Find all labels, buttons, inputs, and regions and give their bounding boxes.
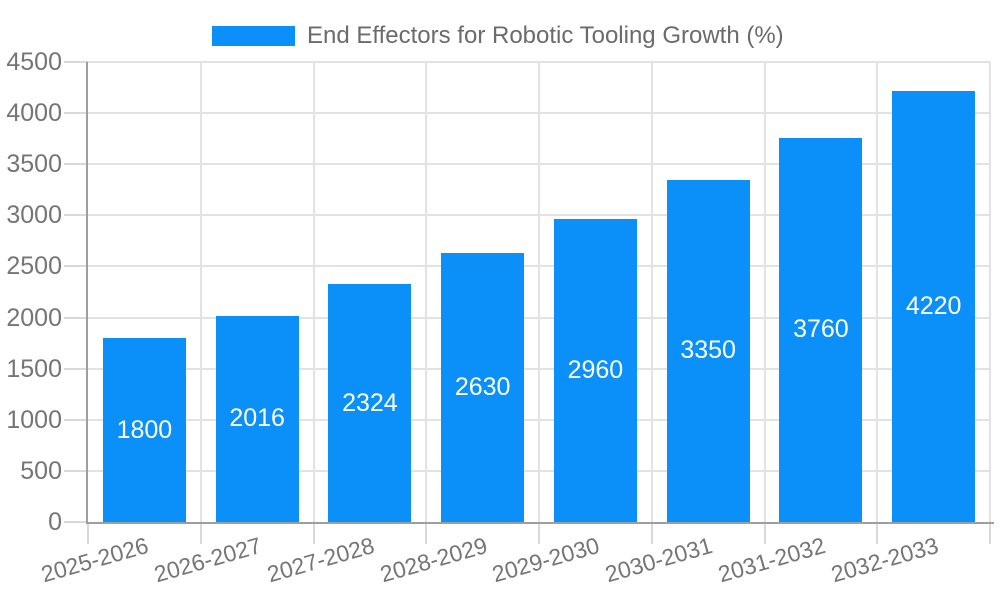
x-tick-mark bbox=[425, 524, 428, 544]
y-tick-mark bbox=[64, 61, 88, 63]
y-axis-tick-label: 3500 bbox=[6, 150, 62, 179]
x-tick-mark bbox=[650, 524, 653, 544]
y-axis-tick-label: 4500 bbox=[6, 48, 62, 76]
gridline-vertical bbox=[876, 62, 879, 522]
bar-value-label: 2324 bbox=[342, 388, 398, 417]
y-tick-mark bbox=[64, 265, 88, 268]
x-tick-mark bbox=[876, 524, 879, 544]
y-tick-mark bbox=[64, 112, 88, 115]
y-tick-mark bbox=[64, 418, 88, 421]
gridline-vertical bbox=[650, 62, 653, 522]
bar-value-label: 2960 bbox=[567, 356, 624, 385]
gridline-vertical bbox=[425, 62, 428, 522]
y-axis-line bbox=[86, 62, 88, 524]
x-tick-mark bbox=[538, 524, 540, 544]
y-axis-tick-label: 4000 bbox=[6, 99, 62, 128]
x-axis-line bbox=[86, 522, 994, 524]
x-axis-tick-label: 2032-2033 bbox=[827, 532, 941, 588]
x-tick-mark bbox=[763, 524, 766, 544]
y-axis-tick-label: 2000 bbox=[6, 303, 62, 332]
bar: 4220 bbox=[892, 90, 976, 522]
x-axis-tick-label: 2029-2030 bbox=[489, 532, 603, 588]
bar-value-label: 3760 bbox=[793, 315, 849, 344]
legend-label: End Effectors for Robotic Tooling Growth… bbox=[307, 22, 784, 49]
bar-value-label: 1800 bbox=[116, 415, 173, 444]
bar: 1800 bbox=[102, 338, 186, 522]
y-tick-mark bbox=[64, 316, 88, 319]
bar-value-label: 2016 bbox=[229, 404, 285, 433]
x-tick-mark bbox=[87, 524, 89, 544]
y-tick-mark bbox=[64, 214, 88, 217]
x-tick-mark bbox=[199, 524, 202, 544]
x-axis-tick-label: 2026-2027 bbox=[151, 532, 265, 588]
bar-value-label: 3350 bbox=[680, 336, 736, 365]
x-axis-tick-label: 2028-2029 bbox=[376, 532, 490, 588]
bar: 2960 bbox=[553, 219, 637, 522]
y-axis-tick-label: 2500 bbox=[6, 252, 62, 281]
y-tick-mark bbox=[64, 521, 88, 523]
y-tick-mark bbox=[64, 367, 88, 370]
x-tick-mark bbox=[989, 524, 991, 544]
y-axis-tick-label: 3000 bbox=[6, 201, 62, 230]
y-axis-tick-label: 1500 bbox=[6, 354, 62, 383]
gridline-vertical bbox=[763, 62, 766, 522]
bar-value-label: 2630 bbox=[454, 373, 511, 402]
x-axis-tick-label: 2030-2031 bbox=[602, 532, 716, 588]
gridline-vertical bbox=[989, 62, 991, 522]
bar: 2324 bbox=[328, 284, 412, 522]
y-axis-tick-label: 0 bbox=[48, 508, 62, 536]
bar: 2630 bbox=[441, 253, 525, 522]
y-tick-mark bbox=[64, 469, 88, 472]
bar: 3760 bbox=[779, 137, 863, 522]
x-tick-mark bbox=[312, 524, 315, 544]
bar: 3350 bbox=[666, 179, 750, 522]
x-axis-tick-label: 2031-2032 bbox=[715, 532, 829, 588]
chart-legend: End Effectors for Robotic Tooling Growth… bbox=[212, 22, 784, 50]
gridline-vertical bbox=[538, 62, 540, 522]
y-tick-mark bbox=[64, 163, 88, 166]
bar-value-label: 4220 bbox=[905, 291, 962, 320]
gridline-vertical bbox=[199, 62, 202, 522]
y-axis-tick-label: 500 bbox=[20, 456, 62, 485]
y-axis-tick-label: 1000 bbox=[6, 405, 62, 434]
x-axis-tick-label: 2027-2028 bbox=[264, 532, 378, 588]
legend-swatch bbox=[212, 26, 295, 46]
bar: 2016 bbox=[215, 315, 299, 522]
gridline-vertical bbox=[312, 62, 315, 522]
x-axis-tick-label: 2025-2026 bbox=[38, 532, 152, 588]
